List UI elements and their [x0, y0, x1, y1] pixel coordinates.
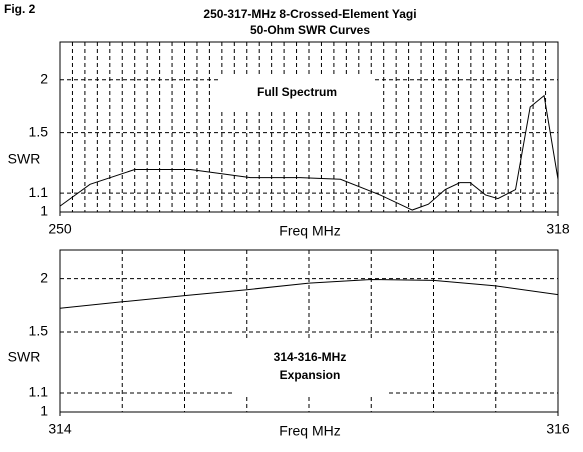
- swr-curve: [59, 94, 559, 211]
- y-tick-label: 1.5: [29, 323, 49, 339]
- x-tick-label: 314: [48, 421, 72, 437]
- annotation: Expansion: [280, 368, 341, 382]
- x-tick-label: 316: [546, 421, 570, 437]
- swr-curve: [59, 278, 559, 309]
- y-axis-label: SWR: [8, 151, 41, 167]
- y-tick-label: 1.1: [29, 384, 49, 400]
- y-tick-label: 2: [40, 70, 48, 86]
- title: 250-317-MHz 8-Crossed-Element Yagi: [203, 7, 416, 21]
- subtitle: 50-Ohm SWR Curves: [250, 23, 370, 37]
- y-tick-label: 1.5: [29, 123, 49, 139]
- y-axis-label: SWR: [8, 349, 41, 365]
- x-tick-label: 318: [546, 221, 570, 237]
- annotation-box: [219, 75, 375, 111]
- annotation: Full Spectrum: [257, 85, 337, 99]
- x-axis-label: Freq MHz: [279, 223, 340, 239]
- annotation-box: [232, 340, 388, 394]
- figure-label: Fig. 2: [4, 2, 36, 16]
- y-tick-label: 2: [40, 269, 48, 285]
- y-tick-label: 1: [40, 403, 48, 419]
- x-tick-label: 250: [48, 221, 72, 237]
- y-tick-label: 1.1: [29, 184, 49, 200]
- x-axis-label: Freq MHz: [279, 423, 340, 439]
- annotation: 314-316-MHz: [274, 350, 347, 364]
- y-tick-label: 1: [40, 203, 48, 219]
